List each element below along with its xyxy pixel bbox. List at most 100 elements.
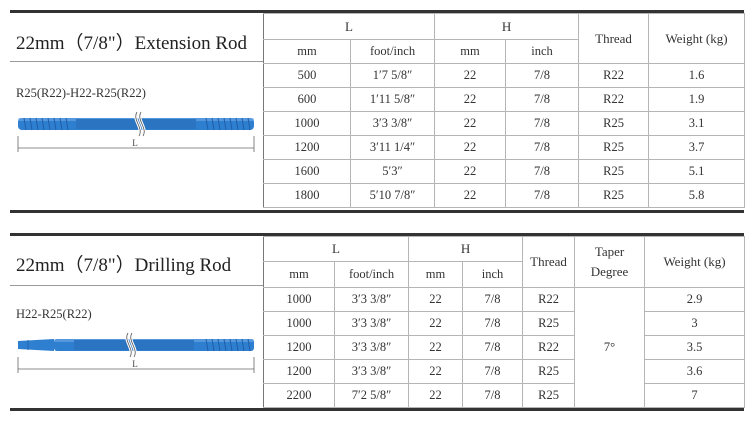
drilling-rod-diagram: L [17, 332, 255, 373]
cell-thread: R25 [578, 183, 650, 208]
cell-h-mm: 22 [434, 159, 507, 184]
cell-h-mm: 22 [434, 111, 507, 136]
cell-h-mm: 22 [408, 383, 464, 408]
cell-thread: R25 [578, 135, 650, 160]
col-header-foot-inch: foot/inch [349, 39, 436, 64]
cell-weight: 3 [644, 311, 746, 336]
cell-foot-inch: 5′3″ [349, 159, 436, 184]
table-row: 1200 3′3 3/8″ 22 7/8 R25 3.6 [263, 359, 746, 384]
cell-h-inch: 7/8 [505, 159, 580, 184]
cell-mm: 1600 [263, 159, 351, 184]
cell-h-inch: 7/8 [462, 287, 524, 312]
length-label: L [132, 359, 138, 369]
section-title: 22mm（7/8"）Extension Rod [16, 33, 248, 54]
cell-weight: 5.8 [648, 183, 746, 208]
cell-h-inch: 7/8 [462, 311, 524, 336]
cell-foot-inch: 3′11 1/4″ [349, 135, 436, 160]
cell-h-inch: 7/8 [462, 383, 524, 408]
cell-mm: 2200 [263, 383, 335, 408]
bottom-rule [10, 210, 744, 213]
cell-h-inch: 7/8 [505, 183, 580, 208]
cell-thread: R25 [522, 383, 576, 408]
cell-weight: 2.9 [644, 287, 746, 312]
col-header-weight: Weight (kg) [648, 13, 746, 64]
bottom-rule [10, 408, 744, 411]
length-label: L [132, 138, 138, 148]
cell-mm: 1000 [263, 287, 335, 312]
cell-weight: 5.1 [648, 159, 746, 184]
cell-weight: 3.6 [644, 359, 746, 384]
col-header-thread: Thread [578, 13, 650, 64]
cell-foot-inch: 3′3 3/8″ [333, 359, 410, 384]
col-header-taper: Taper Degree [574, 236, 646, 288]
col-header-mm: mm [263, 261, 335, 288]
right-thread [205, 117, 251, 131]
table-row: 2200 7′2 5/8″ 22 7/8 R25 7 [263, 383, 746, 408]
col-header-h-mm: mm [408, 261, 464, 288]
cell-weight: 3.5 [644, 335, 746, 360]
top-rule [10, 233, 744, 236]
table-row: 600 1′11 5/8″ 22 7/8 R22 1.9 [263, 87, 746, 112]
title-divider [10, 285, 263, 286]
model-code: R25(R22)-H22-R25(R22) [16, 86, 146, 100]
cell-h-mm: 22 [408, 311, 464, 336]
cell-mm: 1200 [263, 359, 335, 384]
table-row: 1200 3′3 3/8″ 22 7/8 R22 3.5 [263, 335, 746, 360]
model-code: H22-R25(R22) [16, 307, 92, 321]
cell-foot-inch: 5′10 7/8″ [349, 183, 436, 208]
cell-foot-inch: 1′7 5/8″ [349, 63, 436, 88]
col-header-weight: Weight (kg) [644, 236, 746, 288]
cell-h-inch: 7/8 [505, 111, 580, 136]
cell-foot-inch: 1′11 5/8″ [349, 87, 436, 112]
right-thread [205, 338, 251, 352]
col-header-h-inch: inch [462, 261, 524, 288]
cell-weight: 7 [644, 383, 746, 408]
top-rule [10, 10, 744, 13]
cell-thread: R25 [578, 111, 650, 136]
cell-foot-inch: 3′3 3/8″ [333, 287, 410, 312]
cell-foot-inch: 3′3 3/8″ [349, 111, 436, 136]
table-row: 1000 3′3 3/8″ 22 7/8 R22 7° 2.9 [263, 287, 746, 408]
table-row: 1000 3′3 3/8″ 22 7/8 R25 3.1 [263, 111, 746, 136]
table-row: 1200 3′11 1/4″ 22 7/8 R25 3.7 [263, 135, 746, 160]
cell-thread: R22 [522, 287, 576, 312]
cell-h-mm: 22 [434, 87, 507, 112]
cell-h-inch: 7/8 [462, 335, 524, 360]
cell-thread: R22 [578, 87, 650, 112]
cell-weight: 3.1 [648, 111, 746, 136]
cell-thread: R25 [578, 159, 650, 184]
cell-h-inch: 7/8 [505, 87, 580, 112]
col-header-thread: Thread [522, 236, 576, 288]
cell-h-inch: 7/8 [505, 63, 580, 88]
cell-mm: 1000 [263, 111, 351, 136]
extension-rod-section: 22mm（7/8"）Extension Rod R25(R22)-H22-R25… [10, 10, 746, 215]
cell-mm: 600 [263, 87, 351, 112]
taper-end [18, 339, 54, 351]
cell-weight: 1.9 [648, 87, 746, 112]
title-divider [10, 61, 263, 62]
col-header-h-inch: inch [505, 39, 580, 64]
cell-taper-degree: 7° [574, 287, 646, 408]
cell-mm: 1000 [263, 311, 335, 336]
taper-label-2: Degree [590, 264, 629, 279]
col-header-H: H [434, 13, 580, 40]
col-header-L: L [262, 13, 436, 40]
cell-h-inch: 7/8 [462, 359, 524, 384]
cell-weight: 3.7 [648, 135, 746, 160]
col-header-h-mm: mm [434, 39, 507, 64]
cell-h-mm: 22 [408, 359, 464, 384]
cell-weight: 1.6 [648, 63, 746, 88]
cell-h-mm: 22 [408, 287, 464, 312]
cell-h-mm: 22 [434, 135, 507, 160]
cell-thread: R25 [522, 359, 576, 384]
cell-mm: 1800 [263, 183, 351, 208]
table-row: 1600 5′3″ 22 7/8 R25 5.1 [263, 159, 746, 184]
table-row: 500 1′7 5/8″ 22 7/8 R22 1.6 [263, 63, 746, 88]
cell-h-inch: 7/8 [505, 135, 580, 160]
cell-thread: R22 [578, 63, 650, 88]
cell-foot-inch: 7′2 5/8″ [333, 383, 410, 408]
cell-mm: 1200 [263, 335, 335, 360]
cell-h-mm: 22 [408, 335, 464, 360]
cell-thread: R25 [522, 311, 576, 336]
cell-h-mm: 22 [434, 183, 507, 208]
